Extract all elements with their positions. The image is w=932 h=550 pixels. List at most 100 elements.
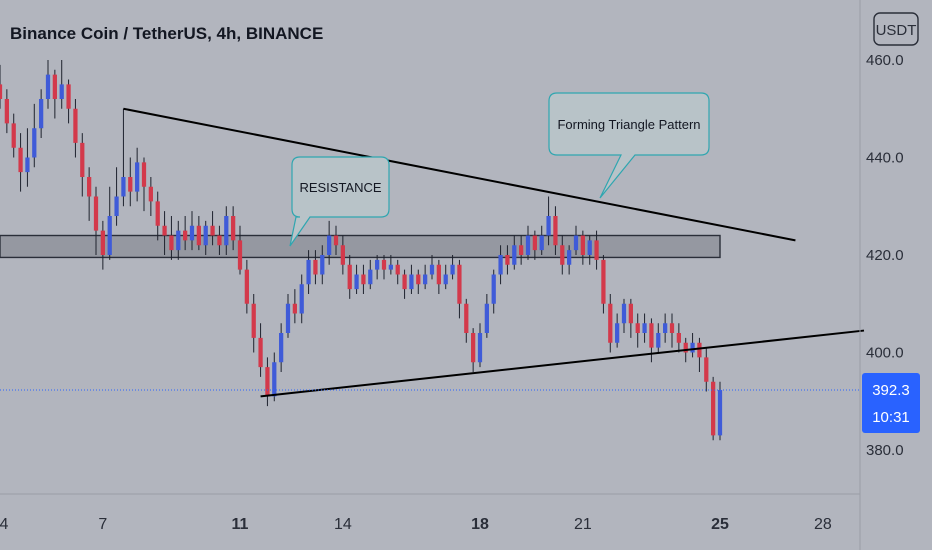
candle-body — [642, 323, 647, 333]
candle-body — [279, 333, 284, 363]
candle-body — [155, 201, 160, 226]
candle — [429, 255, 435, 280]
candle-body — [148, 186, 153, 202]
trendlines-layer — [0, 107, 865, 398]
candle — [525, 225, 531, 260]
candle-body — [587, 240, 592, 255]
candle-body — [580, 235, 585, 255]
candle-body — [457, 264, 462, 304]
candle — [663, 313, 668, 343]
candle — [203, 220, 208, 255]
time-tick-label: 25 — [711, 516, 729, 533]
chart-title: Binance Coin / TetherUS, 4h, BINANCE — [10, 24, 323, 43]
candle — [457, 259, 462, 319]
candle-body — [690, 342, 695, 353]
candle-body — [45, 74, 51, 99]
candle-body — [114, 196, 119, 216]
candle-body — [333, 235, 339, 246]
candle-body — [52, 74, 57, 99]
candle — [580, 230, 585, 265]
candle — [306, 250, 311, 294]
time-axis[interactable]: 4 7 11 14 18 21 25 28 — [0, 516, 832, 533]
candle-body — [354, 274, 359, 290]
candle — [135, 147, 140, 202]
candle — [395, 259, 400, 285]
candle — [436, 259, 441, 294]
candle — [224, 206, 229, 255]
candle — [464, 298, 469, 343]
candle — [237, 225, 243, 275]
candle — [189, 211, 195, 251]
candle-body — [107, 216, 112, 255]
candle-body — [594, 240, 599, 260]
candle-body — [635, 323, 640, 333]
candle-body — [519, 245, 524, 255]
candle — [711, 376, 716, 441]
candle — [299, 274, 304, 324]
candle-body — [313, 259, 318, 275]
candle-body — [697, 342, 702, 358]
candle — [567, 245, 572, 275]
candle-body — [196, 225, 201, 246]
candle — [80, 133, 85, 197]
candle — [73, 99, 78, 158]
candle-body — [532, 235, 537, 251]
candle — [347, 255, 352, 299]
candle — [560, 235, 565, 275]
candle — [251, 294, 256, 353]
candle-body — [669, 323, 675, 333]
candle-body — [162, 225, 167, 236]
candle — [59, 60, 64, 109]
candle-body — [135, 162, 140, 192]
candle-body — [244, 269, 249, 304]
candles-layer — [0, 60, 723, 441]
candle — [4, 89, 9, 134]
candle — [601, 255, 606, 314]
candle — [217, 225, 222, 255]
candle-body — [189, 225, 195, 241]
triangle-callout: Forming Triangle Pattern — [548, 92, 710, 199]
candle-body — [388, 264, 393, 270]
candle-body — [649, 323, 654, 348]
candle-body — [553, 216, 558, 246]
candle-body — [141, 162, 147, 187]
currency-button[interactable]: USDT — [873, 12, 919, 46]
candle — [11, 113, 16, 158]
candle — [546, 196, 551, 246]
candle-body — [628, 303, 633, 324]
candle — [484, 294, 489, 338]
candle — [155, 191, 160, 241]
candle-body — [128, 177, 133, 192]
candle — [285, 294, 291, 338]
candle — [717, 381, 723, 441]
price-tick-label: 400.0 — [866, 345, 904, 362]
candle — [114, 167, 119, 226]
candle — [669, 313, 675, 348]
candle — [313, 250, 318, 285]
last-price-value: 392.3 — [872, 382, 910, 399]
candle — [477, 323, 483, 368]
candle — [265, 357, 270, 407]
candle-body — [306, 259, 311, 285]
candle-body — [471, 333, 476, 363]
candle-body — [368, 269, 373, 285]
candle-body — [210, 225, 215, 236]
candle — [587, 235, 592, 265]
candle-body — [423, 274, 428, 285]
price-axis[interactable]: 460.0 440.0 420.0 400.0 380.0 — [866, 52, 904, 459]
candle — [244, 259, 249, 314]
candle-body — [18, 147, 23, 173]
candle — [333, 225, 339, 255]
currency-button-label: USDT — [876, 22, 917, 39]
trendline-ascending — [260, 329, 865, 398]
candle-body — [224, 216, 229, 246]
candle — [292, 289, 297, 324]
candle-body — [546, 216, 551, 236]
candle — [87, 167, 92, 221]
resistance-callout-text: RESISTANCE — [299, 180, 381, 195]
candle — [162, 211, 167, 255]
candle — [279, 323, 284, 372]
candle-body — [251, 303, 256, 338]
triangle-callout-text: Forming Triangle Pattern — [557, 117, 700, 132]
